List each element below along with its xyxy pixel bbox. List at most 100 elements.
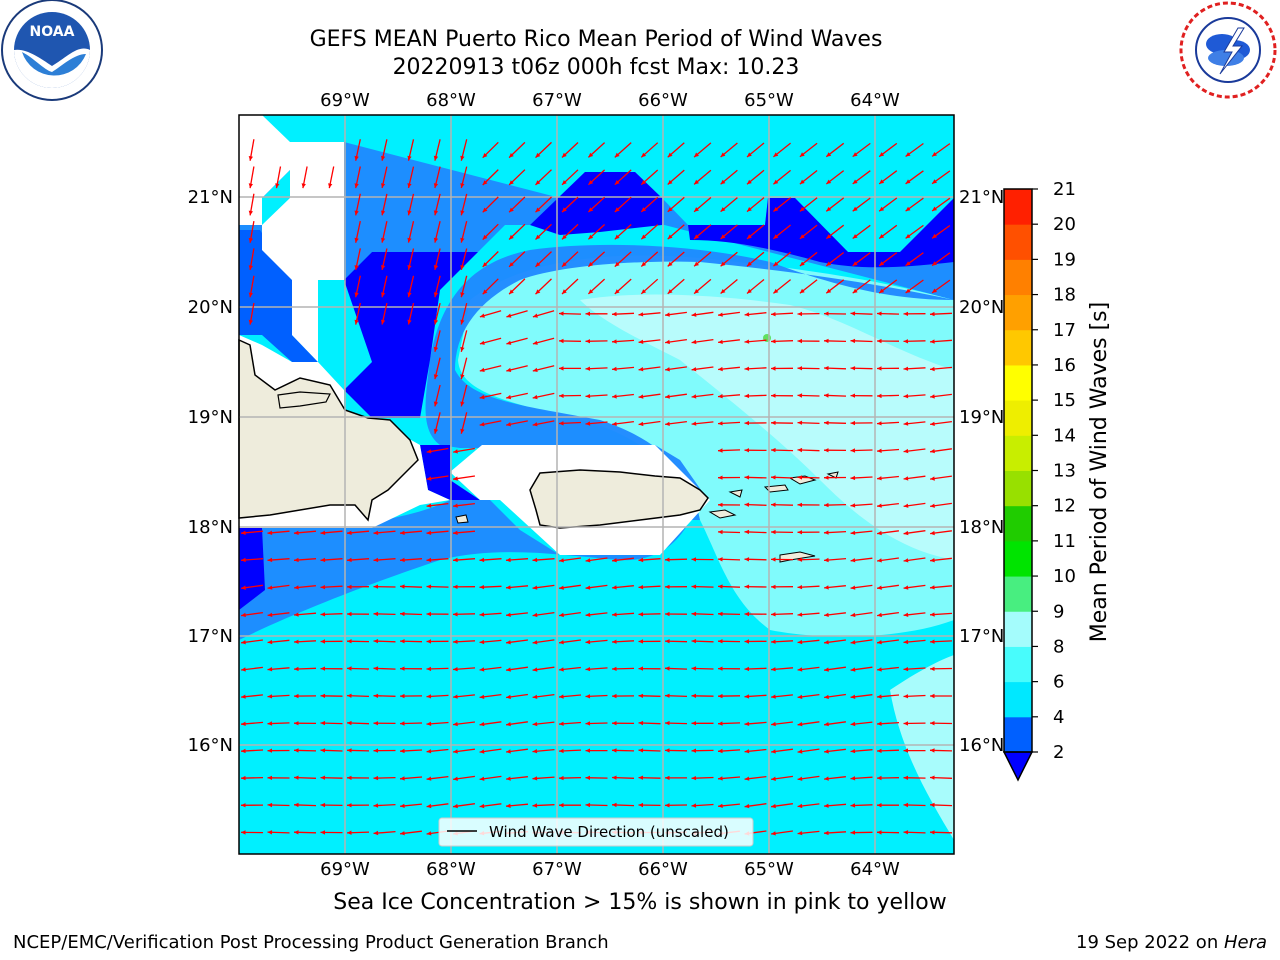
wind-arrow-head	[426, 557, 432, 563]
lon-label-bottom-2: 68°W	[426, 859, 476, 880]
wind-arrow-head	[612, 558, 617, 563]
wind-arrow-head	[638, 693, 644, 698]
wind-arrow-head	[294, 721, 299, 726]
wind-arrow-head	[826, 288, 832, 294]
wind-arrow-head	[824, 366, 829, 371]
wind-arrow-head	[826, 261, 832, 266]
wind-arrow-head	[744, 611, 749, 617]
wind-arrow-head	[460, 374, 465, 380]
wind-arrow-head	[932, 206, 937, 211]
wind-arrow-head	[347, 639, 352, 644]
wind-arrow-head	[453, 584, 458, 589]
wind-arrow-head	[559, 393, 564, 398]
wind-arrow-head	[877, 748, 882, 753]
nws-logo	[1178, 0, 1278, 100]
wind-arrow-head	[852, 206, 858, 212]
wind-arrow-head	[694, 234, 699, 239]
wind-arrow-head	[665, 312, 670, 317]
wind-arrow-head	[797, 557, 803, 562]
wind-arrow-head	[614, 234, 620, 240]
wind-arrow-head	[665, 803, 670, 808]
wind-arrow-head	[562, 152, 567, 158]
wind-arrow-head	[665, 748, 670, 753]
wind-arrow-head	[694, 179, 699, 185]
wind-arrow-head	[667, 179, 673, 185]
wind-arrow-head	[381, 237, 386, 243]
wind-arrow-head	[479, 667, 485, 672]
wind-arrow-head	[720, 207, 726, 212]
wind-arrow-head	[373, 830, 379, 836]
wind-arrow-head	[718, 448, 723, 453]
lon-label-top-1: 69°W	[320, 90, 370, 111]
wind-arrow-head	[877, 830, 882, 835]
wind-arrow-head	[877, 448, 882, 453]
colorbar-label: Mean Period of Wind Waves [s]	[1087, 302, 1112, 642]
wave-period-under-2-north	[530, 172, 662, 235]
wind-arrow-head	[585, 775, 590, 780]
wind-arrow-head	[903, 802, 909, 808]
wind-arrow-head	[426, 666, 432, 672]
wind-arrow-head	[479, 803, 485, 809]
wind-arrow-head	[248, 156, 253, 161]
wind-arrow-head	[691, 611, 697, 617]
wind-arrow-head	[903, 830, 909, 835]
wind-arrow-head	[903, 476, 909, 481]
wind-arrow-head	[852, 234, 858, 239]
wind-arrow-head	[532, 313, 538, 318]
wind-arrow-head	[453, 449, 458, 454]
wind-arrow-head	[373, 775, 379, 781]
wind-arrow-head	[824, 475, 829, 480]
wind-arrow-head	[638, 802, 643, 808]
wind-arrow-head	[691, 666, 697, 671]
wind-arrow-head	[691, 639, 697, 644]
wind-arrow-head	[744, 339, 750, 344]
wave-period-under-2-mona	[344, 252, 478, 418]
colorbar-swatch	[1004, 681, 1032, 718]
wave-period-under-2-mona-passage	[420, 445, 480, 500]
wind-arrow-head	[506, 340, 512, 345]
noaa-logo-text: NOAA	[30, 24, 75, 40]
wind-arrow-head	[850, 667, 856, 672]
wind-arrow-head	[879, 206, 885, 212]
lon-label-bottom-6: 64°W	[850, 859, 900, 880]
wind-arrow-head	[559, 366, 564, 371]
wind-arrow-head	[320, 775, 326, 780]
wind-arrow-head	[771, 366, 776, 371]
wind-arrow-head	[641, 289, 647, 294]
wind-arrow-head	[381, 210, 386, 216]
wind-arrow-head	[612, 639, 617, 644]
wind-arrow-head	[248, 210, 253, 216]
wind-arrow-head	[267, 667, 273, 672]
wind-arrow-head	[559, 667, 564, 672]
wind-arrow-head	[347, 584, 352, 590]
wind-arrow-head	[612, 366, 617, 372]
wind-arrow-head	[559, 775, 564, 781]
wind-arrow-head	[585, 694, 591, 699]
wind-arrow-head	[241, 585, 246, 590]
wind-arrow-head	[588, 207, 594, 212]
colorbar-swatch	[1004, 470, 1032, 507]
wind-arrow-head	[241, 775, 246, 781]
wind-arrow-head	[773, 152, 779, 157]
wind-arrow-head	[773, 288, 779, 294]
wind-arrow-head	[667, 289, 673, 294]
wind-arrow-head	[850, 694, 856, 699]
wind-arrow-head	[638, 612, 644, 617]
wind-arrow-head	[612, 612, 617, 617]
map-title-line-1: GEFS MEAN Puerto Rico Mean Period of Win…	[309, 27, 883, 52]
wind-arrow-head	[433, 292, 439, 298]
wind-arrow-head	[850, 393, 855, 398]
colorbar-tick-label: 2	[1053, 742, 1064, 763]
wind-arrow-head	[850, 503, 856, 508]
wind-arrow-head	[877, 421, 882, 426]
wind-arrow-head	[354, 319, 359, 325]
wind-arrow-head	[824, 393, 829, 398]
wind-arrow-head	[824, 338, 829, 344]
wind-arrow-head	[612, 339, 617, 344]
wind-arrow-head	[665, 367, 670, 372]
wind-arrow-head	[930, 476, 935, 481]
wind-arrow-head	[532, 803, 538, 808]
wind-arrow-head	[718, 693, 723, 699]
wind-arrow-head	[744, 393, 750, 399]
wind-arrow-head	[797, 502, 802, 507]
